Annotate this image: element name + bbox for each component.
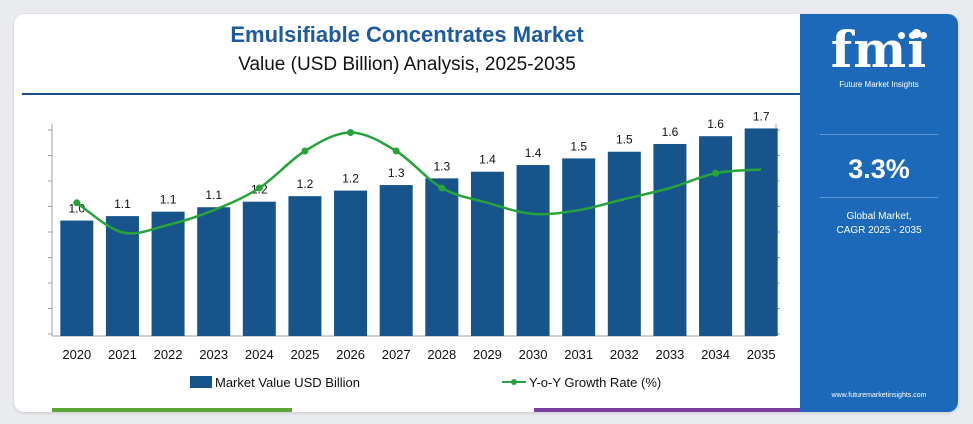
x-tick-label: 2034 — [701, 347, 730, 362]
bar-value-label: 1.7 — [753, 109, 770, 123]
chart-subtitle: Value (USD Billion) Analysis, 2025-2035 — [238, 54, 576, 75]
chart-card: Emulsifiable Concentrates Market Value (… — [14, 14, 958, 412]
bar-value-label: 1.5 — [570, 139, 587, 153]
bar — [516, 165, 550, 336]
x-tick-label: 2027 — [382, 347, 411, 362]
bar-value-label: 1.5 — [616, 133, 633, 147]
x-tick-label: 2035 — [747, 347, 776, 362]
x-tick-label: 2022 — [154, 347, 183, 362]
legend-bar-swatch — [190, 376, 212, 388]
logo-dot-icon — [898, 32, 905, 39]
logo-icons — [898, 26, 931, 44]
bar-value-label: 1.4 — [525, 146, 542, 160]
bar — [105, 216, 139, 336]
growth-point — [73, 199, 81, 207]
bar — [699, 136, 733, 336]
x-tick-label: 2028 — [427, 347, 456, 362]
bar — [334, 190, 368, 336]
bar-value-label: 1.6 — [707, 117, 724, 131]
bar-value-label: 1.1 — [114, 197, 131, 211]
bottom-strip-green — [52, 408, 292, 412]
x-tick-label: 2030 — [519, 347, 548, 362]
bar — [60, 220, 94, 336]
bar — [151, 211, 185, 336]
legend-line-marker — [511, 379, 517, 385]
x-tick-label: 2023 — [199, 347, 228, 362]
sidebar-divider-top — [820, 134, 938, 135]
bar — [288, 196, 322, 336]
bar — [470, 171, 504, 336]
bar — [653, 143, 687, 336]
x-tick-label: 2032 — [610, 347, 639, 362]
x-tick-label: 2020 — [62, 347, 91, 362]
cagr-label-line2: CAGR 2025 - 2035 — [836, 225, 922, 236]
x-tick-label: 2031 — [564, 347, 593, 362]
bar-value-label: 1.3 — [388, 166, 405, 180]
sidebar-panel: fmi Future Market Insights 3.3% Global M… — [800, 14, 958, 412]
cagr-label-line1: Global Market, — [846, 211, 912, 222]
x-tick-label: 2029 — [473, 347, 502, 362]
bar-value-label: 1.3 — [433, 159, 450, 173]
bar-value-label: 1.6 — [662, 125, 679, 139]
x-tick-label: 2033 — [655, 347, 684, 362]
chart-svg: 1.020201.120211.120221.120231.220241.220… — [48, 109, 780, 390]
sidebar-divider-mid — [820, 197, 938, 198]
bar-value-label: 1.4 — [479, 153, 496, 167]
bar — [197, 207, 231, 336]
growth-point — [438, 184, 446, 192]
bar — [562, 158, 596, 336]
x-tick-label: 2026 — [336, 347, 365, 362]
legend-line-label: Y-o-Y Growth Rate (%) — [529, 375, 661, 390]
bar — [425, 178, 459, 336]
logo-dot-icon — [909, 32, 916, 39]
bottom-strip-purple — [534, 408, 800, 412]
growth-point — [301, 147, 309, 155]
growth-line — [76, 131, 762, 235]
bar — [607, 151, 641, 336]
growth-point — [255, 184, 263, 192]
website-link[interactable]: www.futuremarketinsights.com — [831, 392, 927, 399]
cagr-label: Global Market, CAGR 2025 - 2035 — [800, 210, 958, 238]
bar-value-label: 1.1 — [160, 193, 177, 207]
bar — [744, 128, 778, 336]
x-tick-label: 2024 — [245, 347, 274, 362]
x-tick-label: 2025 — [290, 347, 319, 362]
logo-dot-icon — [920, 32, 927, 39]
legend-bar-label: Market Value USD Billion — [215, 375, 360, 390]
growth-point — [347, 129, 355, 136]
growth-point — [392, 147, 400, 155]
brand-logo: fmi — [830, 20, 928, 79]
brand-tagline: Future Market Insights — [839, 80, 919, 89]
bar-value-label: 1.1 — [205, 188, 222, 202]
bar — [379, 185, 413, 336]
bar-value-label: 1.2 — [297, 177, 314, 191]
chart-title: Emulsifiable Concentrates Market — [230, 22, 584, 47]
cagr-value: 3.3% — [848, 154, 910, 184]
bar — [242, 201, 276, 336]
bar-value-label: 1.2 — [342, 172, 359, 186]
title-divider — [22, 93, 800, 95]
x-tick-label: 2021 — [108, 347, 137, 362]
growth-point — [712, 169, 720, 177]
